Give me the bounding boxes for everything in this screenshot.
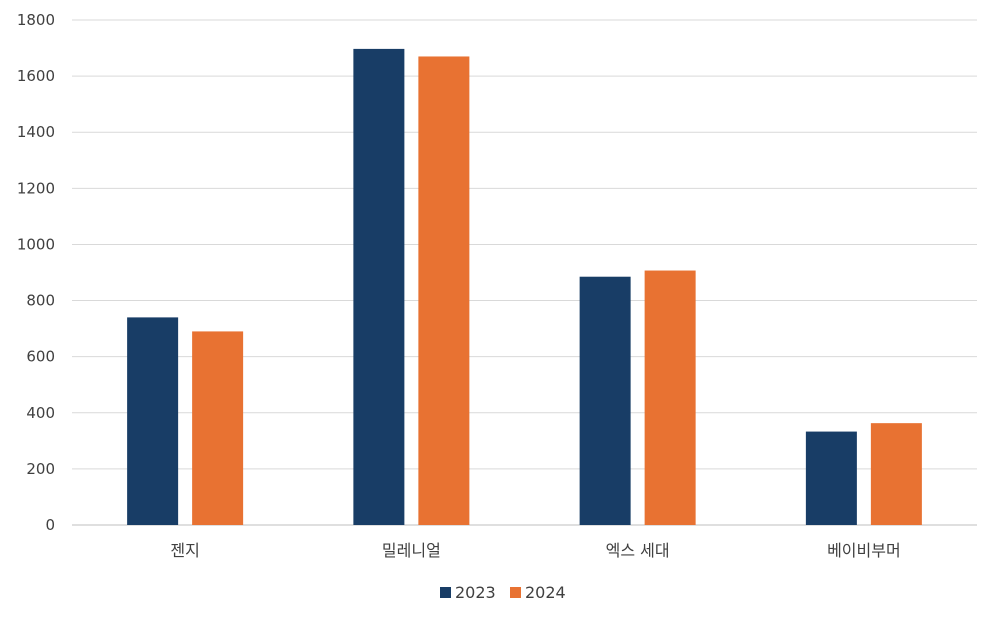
x-category-label: 엑스 세대	[606, 541, 670, 560]
x-category-label: 젠지	[170, 541, 199, 560]
legend-swatch-2024	[510, 587, 521, 598]
y-tick-label: 1200	[17, 179, 55, 197]
x-category-label: 밀레니얼	[382, 541, 441, 560]
bar-2023-1	[127, 317, 179, 525]
bars	[127, 48, 922, 526]
x-category-label: 베이비부머	[827, 541, 901, 560]
legend: 2023 2024	[440, 583, 566, 602]
y-tick-label: 800	[26, 292, 55, 310]
bar-2023-3	[579, 276, 631, 525]
y-tick-label: 1600	[17, 67, 55, 85]
legend-label: 2023	[455, 583, 496, 602]
bar-2023-2	[353, 48, 405, 526]
bar-2024-2	[418, 56, 470, 525]
y-tick-label: 1400	[17, 123, 55, 141]
y-tick-label: 400	[26, 404, 55, 422]
x-axis-labels: 젠지 밀레니얼 엑스 세대 베이비부머	[170, 541, 900, 560]
bar-2024-3	[644, 270, 696, 525]
legend-swatch-2023	[440, 587, 451, 598]
y-tick-label: 0	[45, 516, 55, 534]
bar-2024-4	[870, 423, 922, 525]
y-tick-label: 200	[26, 460, 55, 478]
bar-2024-1	[192, 331, 244, 525]
bar-2023-4	[805, 431, 857, 525]
y-tick-label: 1000	[17, 235, 55, 253]
legend-label: 2024	[525, 583, 566, 602]
y-tick-label: 1800	[17, 11, 55, 29]
y-tick-label: 600	[26, 348, 55, 366]
y-axis-ticks: 0 200 400 600 800 1000 1200 1400 1600 1800	[17, 11, 55, 534]
